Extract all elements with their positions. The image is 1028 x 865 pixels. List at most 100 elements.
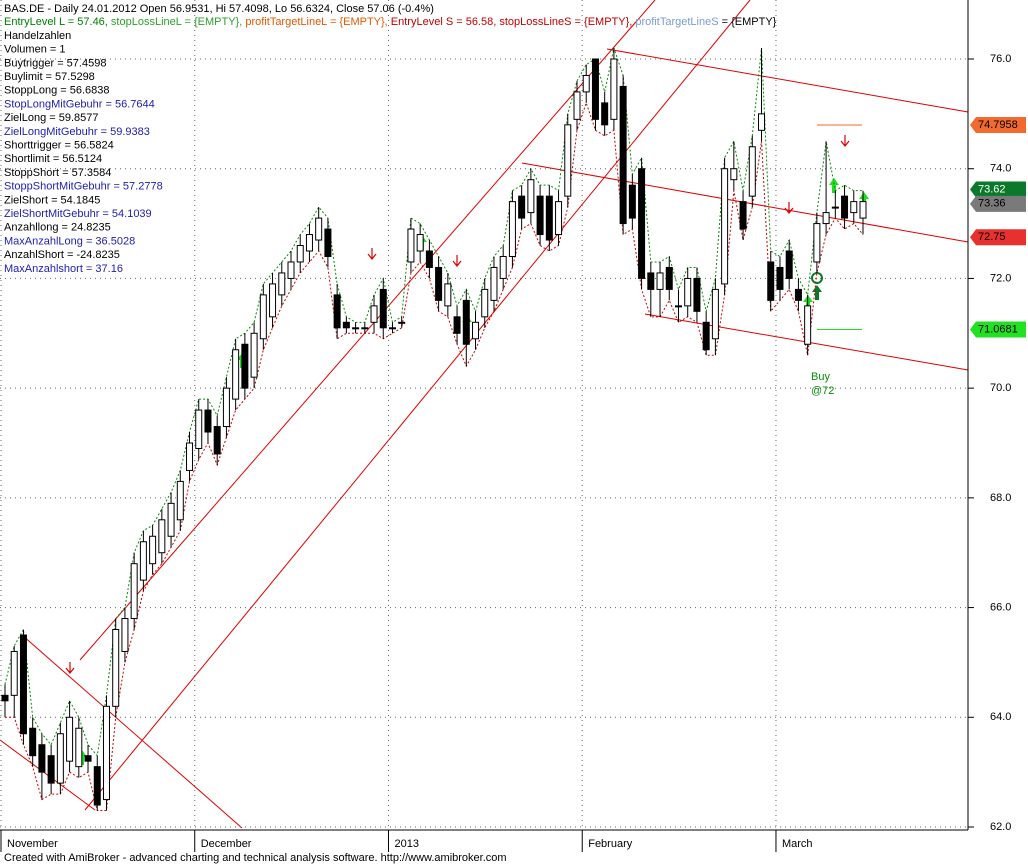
candle-body <box>75 727 83 768</box>
param-line: Buylimit = 57.5298 <box>4 71 95 83</box>
candle-body <box>112 629 120 707</box>
annotation: @72 <box>811 385 834 397</box>
header-segment: stopLossLineS = {EMPTY}, <box>499 16 635 28</box>
candle-body <box>739 201 747 230</box>
candle-body <box>804 305 812 345</box>
param-line: ZielLong = 59.8577 <box>4 112 99 124</box>
y-tick-label: 74.0 <box>990 163 1011 175</box>
candle-body <box>435 266 443 301</box>
candle-body <box>425 250 433 268</box>
candle-body <box>315 217 323 241</box>
candle-body <box>472 321 480 340</box>
param-line: Shortlimit = 56.5124 <box>4 153 102 165</box>
candle-body <box>702 321 710 351</box>
candle-body <box>813 223 821 263</box>
candle-body <box>850 201 858 214</box>
candle-body <box>342 321 350 329</box>
candle-body <box>490 266 498 301</box>
candle-body <box>859 201 867 219</box>
sell-arrow <box>784 202 794 214</box>
candle-body <box>232 349 240 400</box>
candle-body <box>767 261 775 301</box>
candle-body <box>582 74 590 93</box>
candle-body <box>638 168 646 279</box>
buy-arrow <box>812 285 822 300</box>
candle-body <box>462 299 470 345</box>
candle-body <box>674 305 682 308</box>
header-segment: profitTargetLineL = {EMPTY}, <box>245 16 390 28</box>
candle-body <box>38 744 46 773</box>
price-label: 74.7958 <box>978 119 1018 131</box>
candle-body <box>361 327 369 330</box>
candle-body <box>591 58 599 120</box>
candle-body <box>222 387 230 428</box>
header-line: BAS.DE - Daily 24.01.2012 Open 56.9531, … <box>4 3 434 15</box>
param-line: ZielShortMitGebuhr = 54.1039 <box>4 208 152 220</box>
candle-body <box>93 766 101 806</box>
candle-body <box>388 327 396 330</box>
candle-body <box>684 277 692 307</box>
candle-body <box>195 409 203 449</box>
candle-body <box>545 195 553 241</box>
trend-line <box>21 634 243 829</box>
candle-body <box>499 255 507 279</box>
param-line: Anzahllong = 24.8235 <box>4 222 111 234</box>
param-line: StoppLong = 56.6838 <box>4 85 110 97</box>
param-line: MaxAnzahlshort = 37.16 <box>4 263 123 275</box>
candle-body <box>785 250 793 279</box>
candle-body <box>508 201 516 257</box>
trend-line <box>84 0 751 811</box>
candle-body <box>121 618 129 652</box>
candle-body <box>619 85 627 225</box>
x-tick-label: February <box>588 838 633 850</box>
y-tick-label: 66.0 <box>990 601 1011 613</box>
header-segment: EntryLevel L = 57.46, <box>4 16 111 28</box>
candle-body <box>407 228 415 263</box>
candle-body <box>269 283 277 318</box>
candle-body <box>776 266 784 290</box>
entry-marker <box>811 272 823 284</box>
price-label-box <box>970 117 1026 134</box>
sell-arrow <box>367 248 377 260</box>
candle-body <box>278 272 286 296</box>
candle-body <box>149 535 157 565</box>
buy-arrow <box>859 192 869 207</box>
candle-body <box>573 91 581 120</box>
candle-body <box>822 212 830 225</box>
low-envelope <box>5 101 864 812</box>
candle-body <box>656 272 664 290</box>
price-label: 73.62 <box>978 183 1006 195</box>
header-segment: BAS.DE - Daily 24.01.2012 Open 56.9531, … <box>4 3 434 15</box>
x-tick-label: November <box>7 838 58 850</box>
param-line: ZielShort = 54.1845 <box>4 194 100 206</box>
param-line: ZielLongMitGebuhr = 59.9383 <box>4 126 150 138</box>
sell-arrow <box>65 662 75 674</box>
candle-body <box>19 634 27 735</box>
param-line: Handelzahlen <box>4 30 71 42</box>
header-segment: EntryLevel S = 56.58, <box>391 16 500 28</box>
candle-body <box>139 541 147 581</box>
y-tick-label: 68.0 <box>990 492 1011 504</box>
header-segment: stopLossLineL = {EMPTY}, <box>111 16 245 28</box>
trend-line <box>606 48 969 113</box>
param-line: StoppShortMitGebuhr = 57.2778 <box>4 181 163 193</box>
y-tick-label: 62.0 <box>990 821 1011 833</box>
candle-body <box>794 288 802 301</box>
candle-body <box>721 168 729 285</box>
param-line: AnzahlShort = -24.8235 <box>4 249 120 261</box>
candle-body <box>29 727 37 757</box>
param-line: Volumen = 1 <box>4 44 65 56</box>
candle-body <box>665 266 673 290</box>
candle-body <box>204 409 212 433</box>
candle-body <box>647 272 655 290</box>
candle-body <box>831 206 839 209</box>
trend-line <box>0 739 96 811</box>
param-line: MaxAnzahlLong = 36.5028 <box>4 235 135 247</box>
candle-body <box>324 228 332 257</box>
candle-body <box>518 195 526 219</box>
candle-body <box>527 179 535 214</box>
candle-body <box>628 184 636 219</box>
candle-body <box>730 168 738 181</box>
param-line: StopLongMitGebuhr = 56.7644 <box>4 98 155 110</box>
